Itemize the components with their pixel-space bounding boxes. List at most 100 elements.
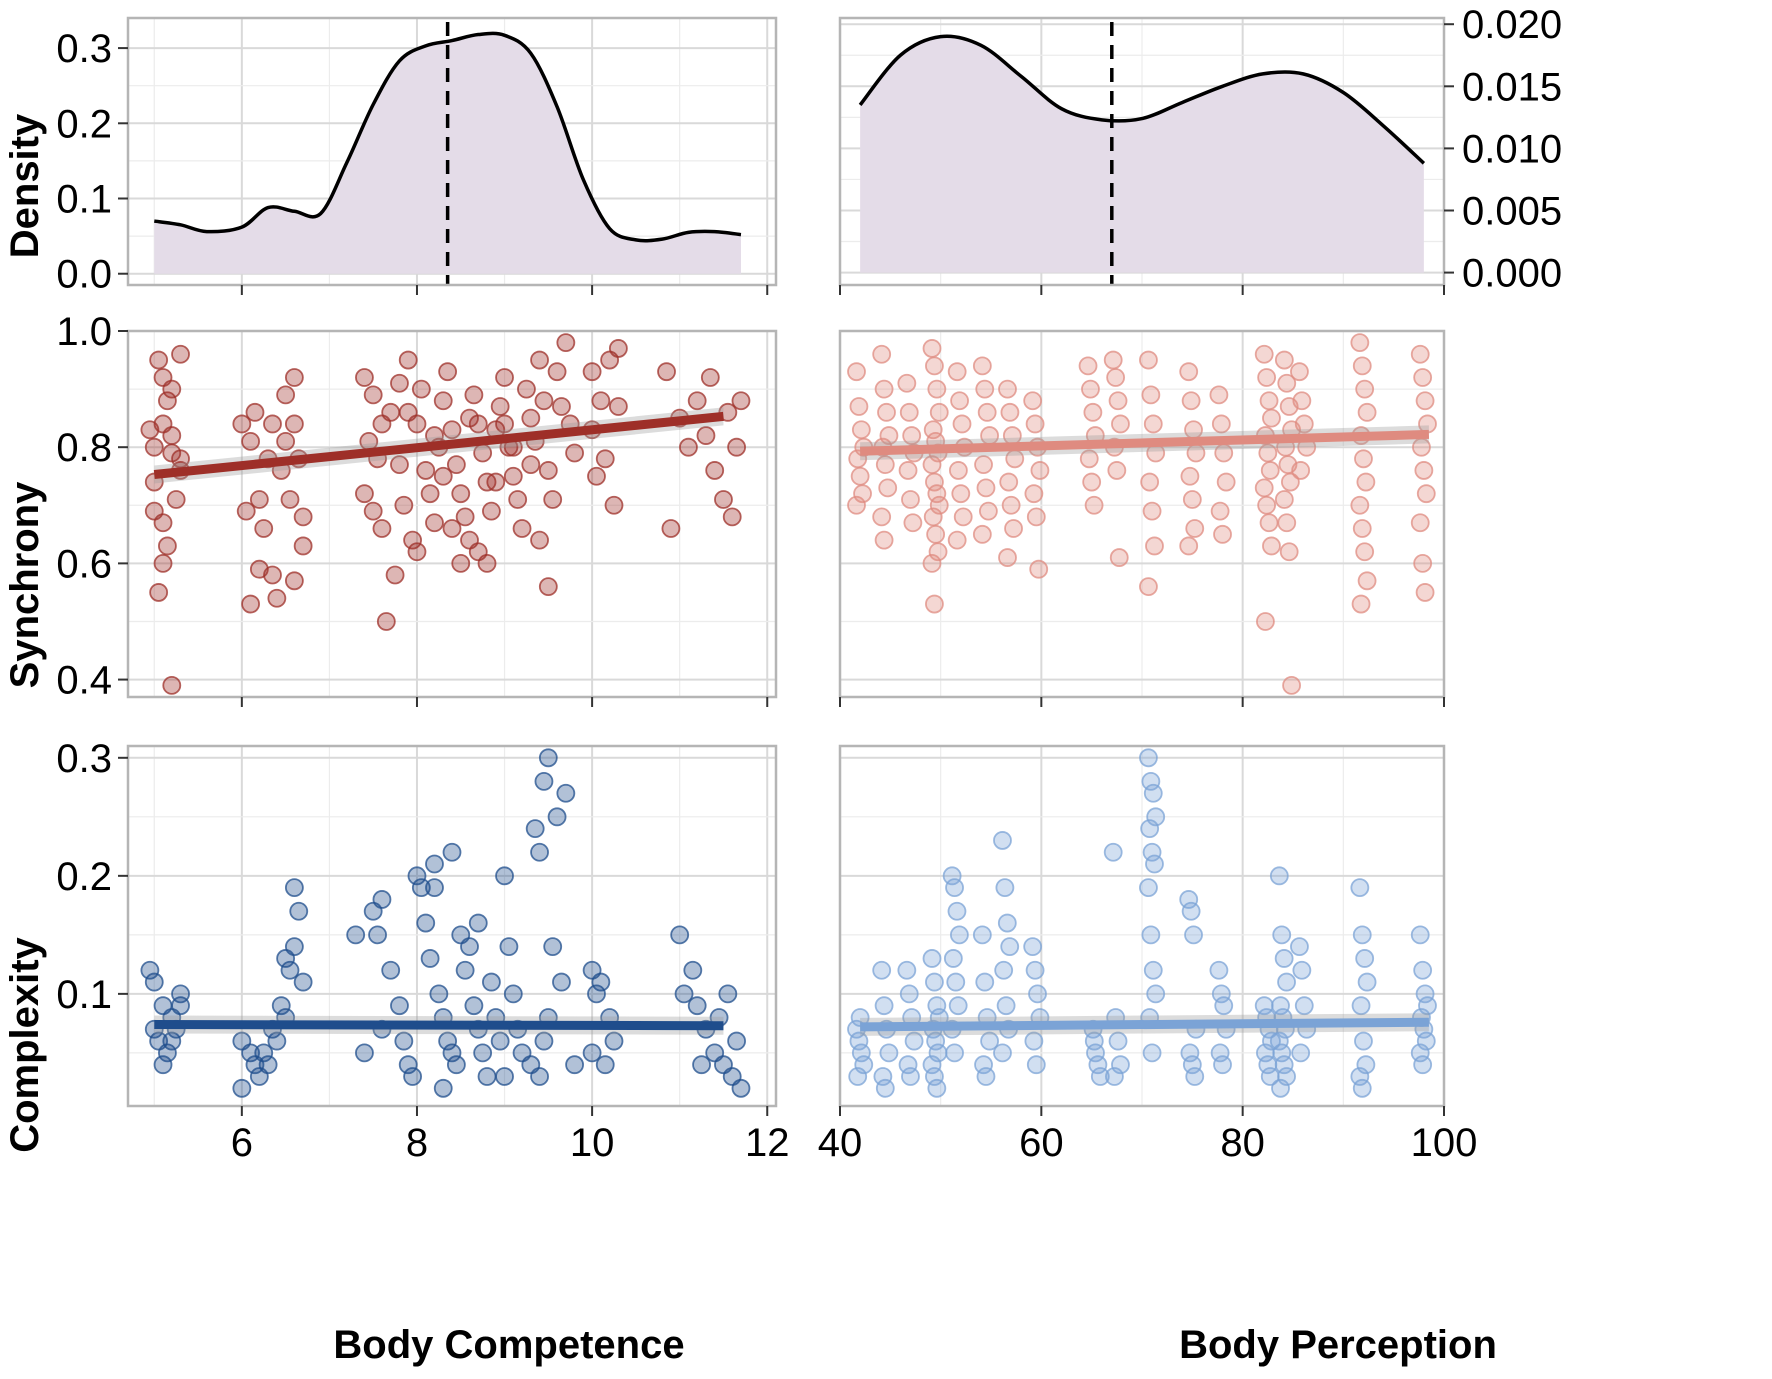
data-point <box>1024 484 1044 504</box>
x-tick-label: 100 <box>1411 1121 1478 1165</box>
data-point <box>1410 513 1430 533</box>
data-point <box>381 960 401 980</box>
data-point <box>1356 472 1376 492</box>
data-point <box>468 913 488 933</box>
data-point <box>363 501 383 521</box>
data-point <box>258 1055 278 1075</box>
trend-line <box>860 1017 1429 1032</box>
data-point <box>425 854 444 874</box>
data-point <box>416 913 436 933</box>
data-point <box>1103 842 1123 862</box>
data-point <box>1259 513 1279 533</box>
data-point <box>241 594 260 614</box>
data-point <box>850 466 870 486</box>
y-tick-label: 0.3 <box>56 27 112 71</box>
data-point <box>446 1055 466 1075</box>
data-point <box>899 402 919 422</box>
data-point <box>284 368 304 387</box>
data-point <box>249 490 269 509</box>
data-point <box>158 536 177 556</box>
data-point <box>952 414 972 434</box>
data-point <box>925 972 944 992</box>
x-tick-label: 80 <box>1220 1121 1265 1165</box>
data-point <box>482 972 501 992</box>
data-point <box>565 443 584 463</box>
data-point <box>149 350 169 370</box>
data-point <box>925 594 944 614</box>
data-point <box>1209 385 1229 405</box>
data-point <box>530 530 549 550</box>
data-point <box>552 397 571 416</box>
data-point <box>1111 414 1130 434</box>
data-point <box>473 1043 493 1063</box>
data-point <box>926 524 946 544</box>
data-point <box>1026 507 1046 527</box>
data-point <box>872 507 892 527</box>
data-point <box>390 455 409 475</box>
data-point <box>538 461 558 480</box>
data-point <box>604 495 624 515</box>
data-point <box>376 612 396 631</box>
trend-line <box>154 1020 724 1031</box>
data-point <box>547 362 567 382</box>
data-point <box>407 542 427 562</box>
data-point <box>144 972 164 992</box>
data-point <box>1280 472 1300 492</box>
data-point <box>284 937 304 957</box>
data-point <box>1352 925 1372 945</box>
data-point <box>974 455 993 475</box>
data-point <box>899 984 919 1004</box>
y-tick-label: 0.4 <box>56 659 112 703</box>
panel-sync-competence: 0.4 0.6 0.8 1.0 <box>56 310 778 707</box>
data-point <box>433 466 453 486</box>
density-axis-title: Density <box>3 113 47 258</box>
data-point <box>670 925 690 945</box>
data-point <box>1001 495 1021 515</box>
panel-border <box>838 329 1446 699</box>
data-point <box>722 507 742 527</box>
data-point <box>731 391 751 411</box>
data-point <box>1000 937 1020 957</box>
data-point <box>608 397 628 416</box>
data-point <box>538 748 558 768</box>
data-point <box>925 472 944 492</box>
data-point <box>1143 414 1163 434</box>
data-point <box>411 878 431 898</box>
data-point <box>425 878 444 898</box>
data-point <box>972 925 992 945</box>
data-point <box>464 385 484 405</box>
data-point <box>158 1043 177 1063</box>
data-point <box>254 519 274 538</box>
data-point <box>1292 391 1312 411</box>
data-point <box>1081 379 1100 399</box>
panel-border <box>838 744 1446 1108</box>
data-point <box>731 1078 751 1098</box>
data-point <box>946 972 966 992</box>
data-point <box>153 553 173 573</box>
data-point <box>372 890 392 909</box>
data-point <box>1410 344 1430 364</box>
data-point <box>692 1055 711 1075</box>
data-point <box>953 507 973 527</box>
y-tick-label: 0.020 <box>1462 3 1562 47</box>
data-point <box>1025 414 1045 434</box>
data-point <box>355 484 374 504</box>
data-point <box>608 339 628 358</box>
data-point <box>556 333 576 353</box>
data-point <box>280 490 300 509</box>
y-tick-label: 0.1 <box>56 973 112 1017</box>
data-point <box>922 553 942 573</box>
data-point <box>1277 972 1296 992</box>
density-area <box>860 36 1424 273</box>
data-point <box>683 960 703 980</box>
data-point <box>1103 350 1123 370</box>
data-point <box>271 996 291 1016</box>
data-point <box>245 402 265 422</box>
data-point <box>144 437 164 457</box>
data-point <box>998 379 1017 399</box>
data-point <box>464 996 484 1016</box>
data-point <box>872 344 892 364</box>
data-point <box>875 1078 895 1098</box>
data-point <box>1274 350 1294 370</box>
data-point <box>997 913 1017 933</box>
